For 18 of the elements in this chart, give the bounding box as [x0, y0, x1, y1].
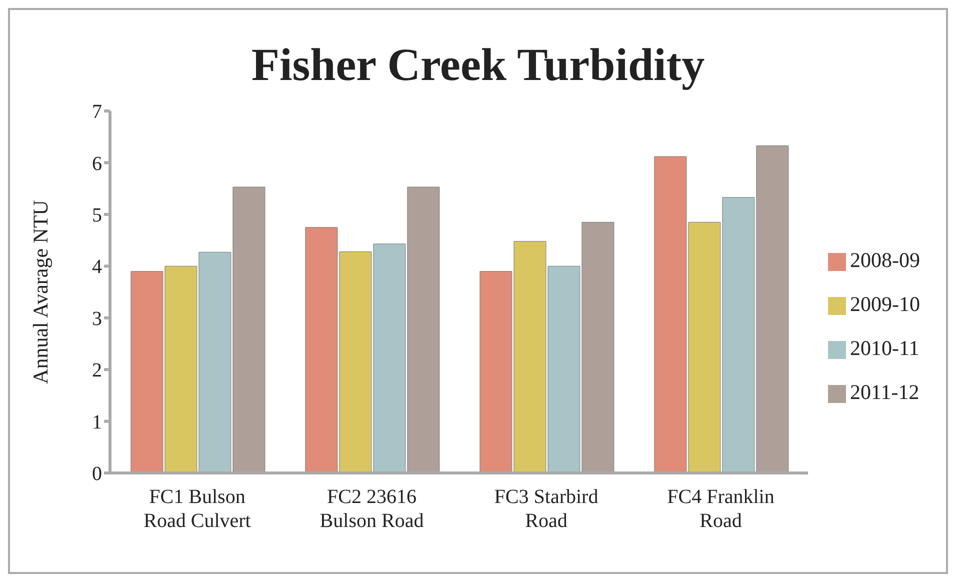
x-tick-label: FC3 Starbird Road [494, 486, 598, 532]
y-tick-label: 5 [92, 204, 102, 227]
y-tick-label: 6 [92, 152, 102, 175]
legend-label: 2009-10 [850, 292, 920, 316]
legend-label: 2008-09 [850, 248, 920, 272]
y-tick-label: 7 [92, 101, 102, 124]
x-tick-label: FC1 Bulson Road Culvert [144, 486, 252, 532]
chart-title: Fisher Creek Turbidity [250, 38, 706, 91]
x-tick-label: FC2 23616 Bulson Road [320, 486, 424, 532]
y-tick-label: 0 [92, 463, 102, 486]
x-tick-label: FC4 Franklin Road [667, 486, 774, 532]
y-tick-label: 1 [92, 411, 102, 434]
legend-label: 2011-12 [850, 380, 920, 404]
y-tick-label: 2 [92, 360, 102, 382]
legend-label: 2010-11 [850, 336, 920, 360]
y-tick-label: 3 [92, 308, 102, 330]
y-axis-title: Annual Avarage NTU [28, 200, 52, 384]
y-tick-label: 4 [92, 256, 102, 278]
